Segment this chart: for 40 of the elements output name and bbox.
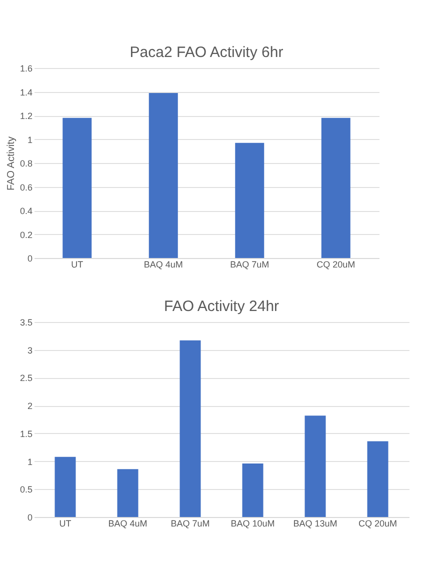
y-tick-label: 0.4 [20, 206, 32, 216]
bar [235, 142, 264, 258]
y-tick-label: 0.8 [20, 158, 32, 168]
bar [148, 92, 178, 258]
y-axis-title: FAO Activity [6, 136, 17, 190]
y-tick-label: 1.4 [20, 87, 32, 98]
x-tick-label: BAQ 7uM [170, 518, 210, 528]
chart-title: FAO Activity 24hr [164, 298, 280, 315]
x-tick-label: BAQ 4uM [108, 518, 148, 528]
y-tick-label: 1.5 [20, 428, 32, 439]
y-tick-label: 2.5 [20, 373, 32, 384]
bar [117, 469, 138, 517]
x-tick-label: BAQ 10uM [230, 518, 275, 528]
bar [54, 456, 76, 517]
chart-title: Paca2 FAO Activity 6hr [130, 44, 284, 61]
y-tick-label: 0.6 [20, 182, 32, 192]
x-tick-label: CQ 20uM [316, 260, 356, 270]
x-tick-label: CQ 20uM [358, 518, 398, 528]
y-tick-label: 1 [27, 134, 32, 145]
bar [62, 118, 92, 258]
y-tick-label: 1.6 [20, 64, 32, 74]
bar [242, 464, 264, 517]
y-tick-label: 1.2 [20, 111, 32, 121]
y-tick-label: 0 [27, 254, 32, 264]
y-tick-label: 3.5 [20, 318, 32, 328]
x-tick-label: UT [71, 260, 84, 270]
y-tick-label: 3 [27, 345, 32, 356]
x-tick-label: BAQ 13uM [293, 518, 338, 528]
x-tick-label: BAQ 4uM [144, 260, 183, 270]
x-tick-label: BAQ 7uM [230, 260, 270, 270]
bar [304, 416, 326, 517]
y-tick-label: 2 [27, 401, 32, 412]
bar [321, 118, 350, 258]
bar [367, 441, 388, 517]
x-tick-label: UT [59, 518, 72, 528]
y-tick-label: 1 [27, 456, 32, 467]
y-tick-label: 0 [27, 512, 32, 522]
y-tick-label: 0.2 [20, 230, 32, 240]
bar [180, 340, 201, 517]
y-tick-label: 0.5 [20, 484, 32, 495]
